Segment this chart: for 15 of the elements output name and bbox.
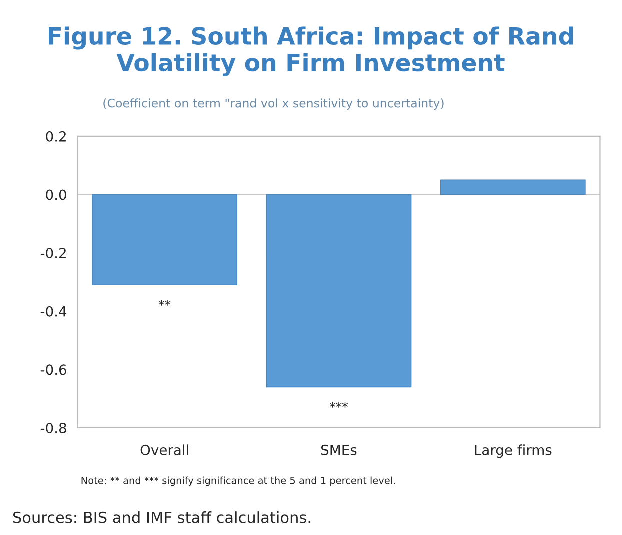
text: Note: ** and *** signify significance at the 5 and 1 percent level. — [82, 476, 396, 486]
y-tick-label: 0.2 — [46, 131, 66, 142]
x-tick-label: SMEs — [322, 444, 357, 456]
annotation: ** — [158, 300, 171, 306]
annotation: *** — [330, 402, 348, 408]
y-tick-label: 0.0 — [46, 190, 66, 200]
source-note: Sources: BIS and IMF staff calculations. — [13, 512, 310, 524]
chart-title: Figure 12. South Africa: Impact of Rand Volatility on Firm Investment — [49, 26, 574, 76]
y-tick-label: -0.4 — [40, 306, 67, 317]
y-tick-label: -0.2 — [40, 248, 66, 259]
chart-subtitle: (Coefficient on term "rand vol x sensitivity to uncertainty) — [104, 98, 444, 110]
y-tick-label: -0.8 — [40, 422, 66, 434]
y-tick-label: -0.6 — [40, 364, 66, 376]
x-tick-label: Large firms — [475, 444, 552, 458]
x-tick-label: Overall — [140, 444, 188, 456]
